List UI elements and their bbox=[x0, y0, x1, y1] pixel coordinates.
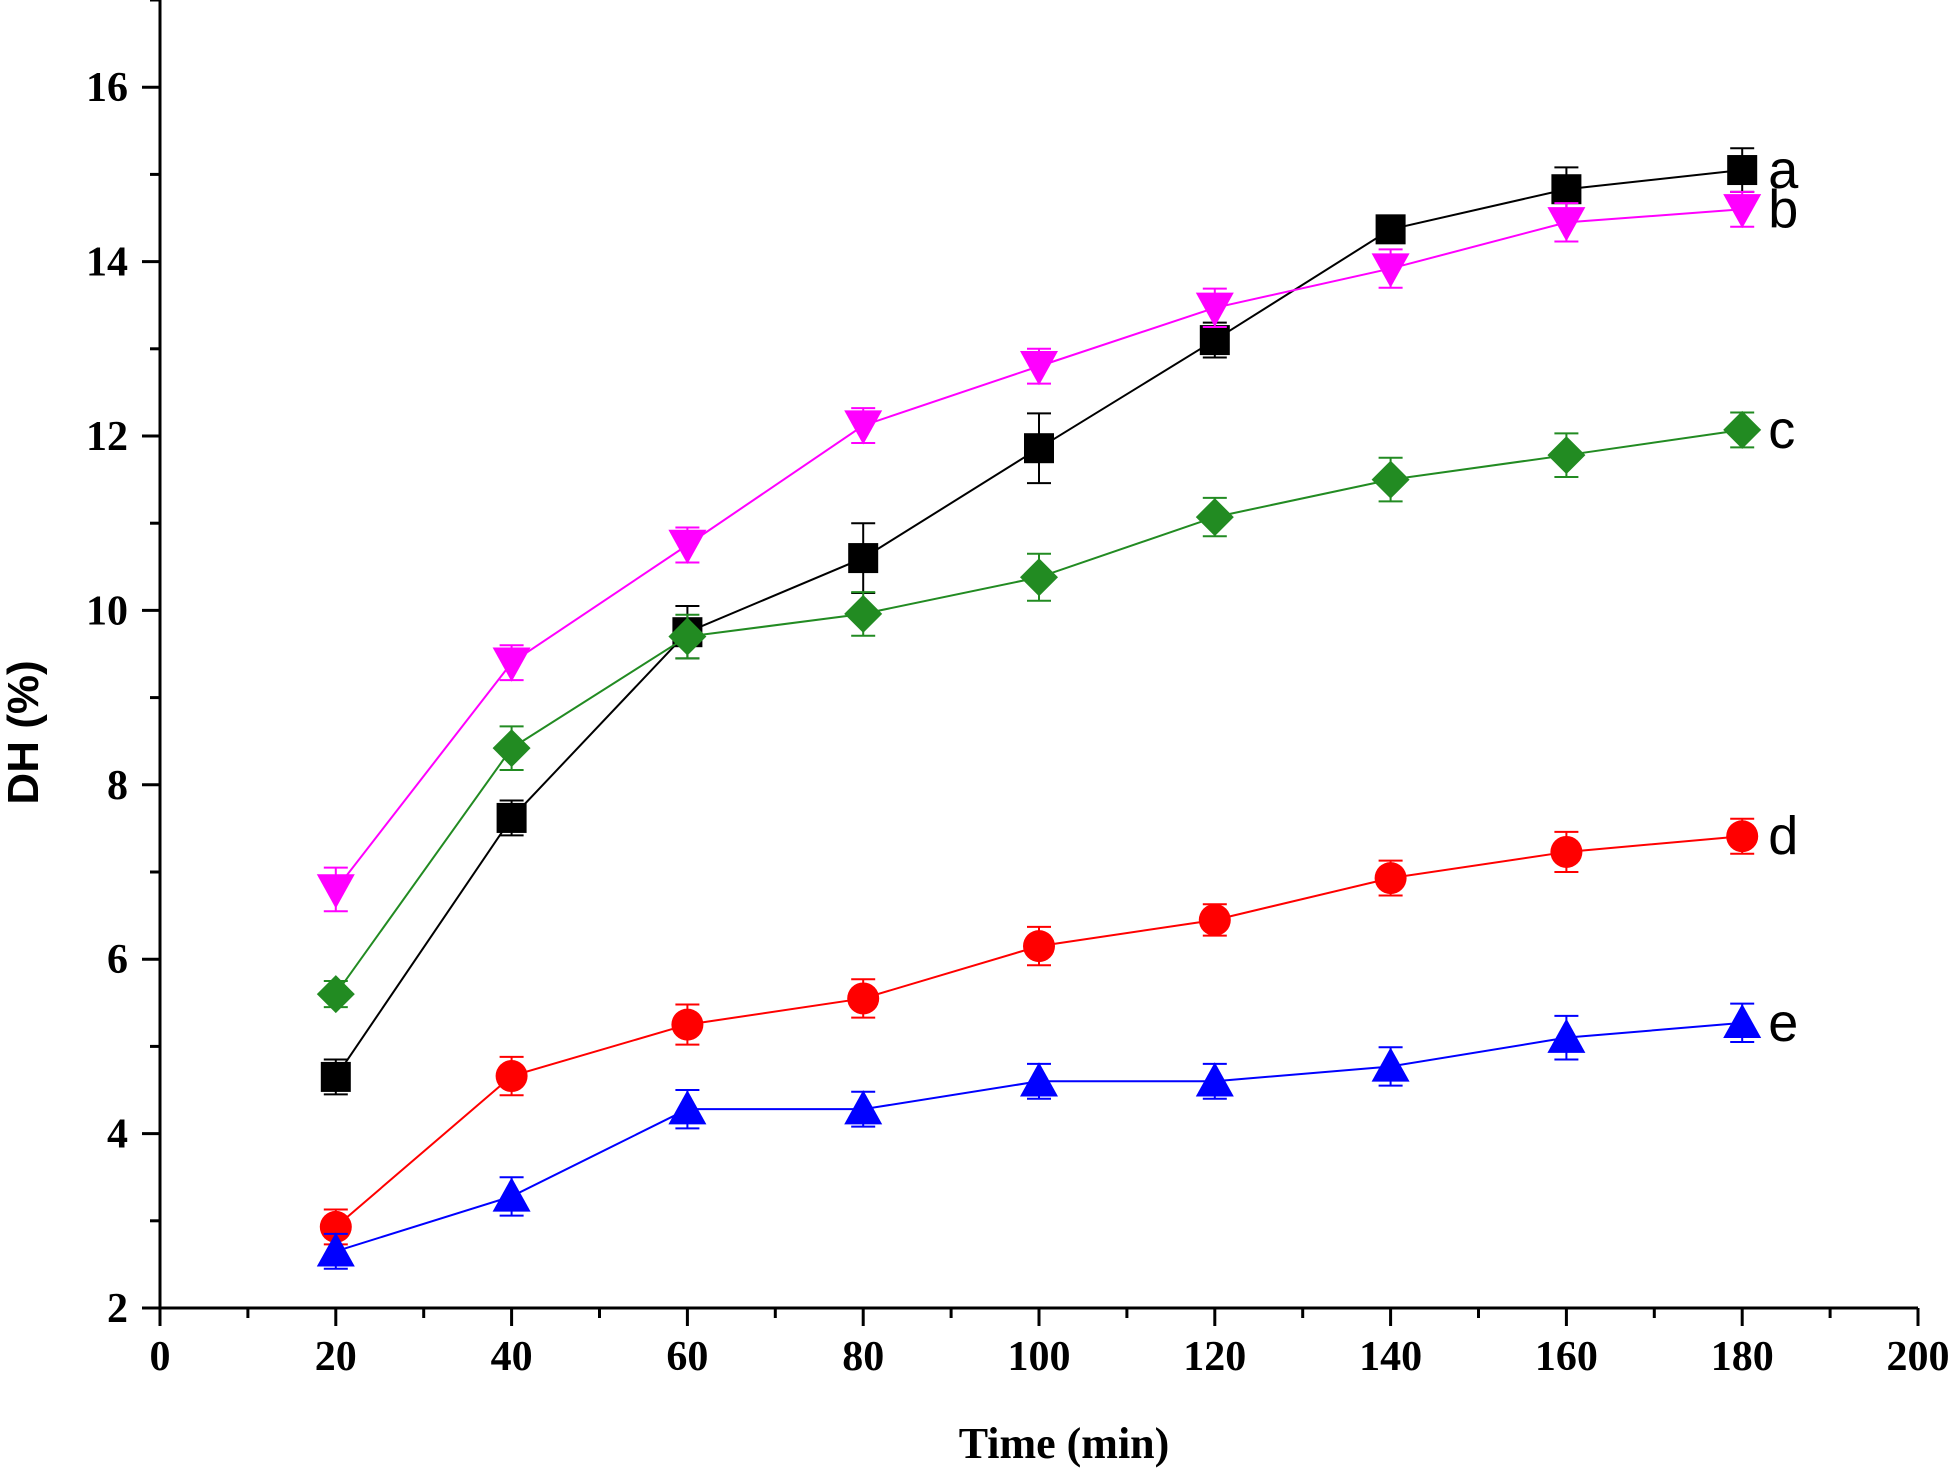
data-point bbox=[847, 982, 880, 1015]
y-tick-label: 2 bbox=[107, 1286, 128, 1332]
series-label-a: a bbox=[1768, 140, 1799, 200]
series-label-b: b bbox=[1768, 179, 1798, 239]
data-point bbox=[844, 1090, 883, 1125]
y-tick-label: 10 bbox=[86, 588, 128, 634]
data-point bbox=[1723, 1003, 1762, 1039]
x-tick-label: 120 bbox=[1183, 1334, 1246, 1380]
series-e bbox=[316, 1002, 1762, 1270]
x-tick-label: 100 bbox=[1008, 1334, 1071, 1380]
data-point bbox=[1023, 930, 1055, 963]
series-d bbox=[319, 817, 1759, 1246]
series-layer bbox=[316, 147, 1762, 1270]
data-point bbox=[1547, 207, 1586, 242]
data-point bbox=[492, 1177, 531, 1212]
labels-layer: ab c d e bbox=[1768, 140, 1799, 1053]
x-tick-label: 180 bbox=[1711, 1334, 1774, 1380]
data-point bbox=[1371, 1047, 1410, 1082]
data-point bbox=[1551, 174, 1582, 205]
data-point bbox=[1550, 835, 1583, 868]
data-point bbox=[1024, 433, 1054, 464]
series-label-d: d bbox=[1768, 806, 1798, 866]
data-point bbox=[848, 543, 879, 574]
data-point bbox=[1726, 820, 1759, 853]
x-tick-label: 0 bbox=[150, 1334, 171, 1380]
data-point bbox=[1547, 436, 1586, 475]
data-point bbox=[1374, 862, 1407, 895]
y-tick-label: 16 bbox=[86, 65, 128, 111]
data-point bbox=[1195, 498, 1234, 537]
data-point bbox=[668, 1090, 707, 1125]
series-line bbox=[335, 1021, 1743, 1253]
data-point bbox=[671, 1008, 704, 1041]
data-point bbox=[668, 617, 707, 656]
data-point bbox=[1547, 1018, 1586, 1053]
y-tick-label: 12 bbox=[86, 414, 128, 460]
x-tick-label: 20 bbox=[315, 1334, 357, 1380]
series-line bbox=[335, 835, 1743, 1228]
data-point bbox=[316, 975, 355, 1014]
y-tick-label: 4 bbox=[107, 1112, 128, 1158]
series-line bbox=[334, 428, 1743, 995]
data-point bbox=[1195, 292, 1234, 327]
data-point bbox=[316, 874, 355, 909]
data-point bbox=[496, 802, 527, 833]
x-tick-label: 40 bbox=[491, 1334, 533, 1380]
x-axis-title: Time (min) bbox=[959, 1419, 1170, 1468]
data-point bbox=[1727, 155, 1758, 186]
y-tick-label: 6 bbox=[107, 937, 128, 983]
data-point bbox=[495, 1060, 528, 1093]
data-point bbox=[1199, 325, 1230, 356]
data-point bbox=[668, 529, 707, 564]
series-label-c: c bbox=[1768, 400, 1795, 460]
series-label-e: e bbox=[1768, 993, 1798, 1053]
series-b bbox=[316, 190, 1762, 913]
data-point bbox=[319, 1210, 352, 1243]
y-tick-label: 14 bbox=[86, 240, 128, 286]
x-tick-label: 140 bbox=[1359, 1334, 1422, 1380]
data-point bbox=[316, 1232, 355, 1267]
series-line bbox=[335, 208, 1743, 891]
data-point bbox=[1371, 460, 1410, 499]
y-axis-title: DH (%) bbox=[0, 660, 48, 804]
data-point bbox=[1198, 903, 1231, 936]
data-point bbox=[1723, 410, 1762, 449]
data-point bbox=[1020, 1062, 1058, 1097]
x-tick-label: 160 bbox=[1535, 1334, 1598, 1380]
data-point bbox=[320, 1061, 351, 1092]
x-tick-label: 60 bbox=[666, 1334, 708, 1380]
data-point bbox=[1375, 214, 1406, 245]
y-tick-label: 8 bbox=[107, 763, 128, 809]
series-c bbox=[316, 410, 1762, 1014]
data-point bbox=[844, 594, 883, 633]
data-point bbox=[844, 410, 883, 445]
data-point bbox=[1723, 194, 1762, 229]
x-tick-label: 80 bbox=[842, 1334, 884, 1380]
data-point bbox=[1371, 253, 1410, 288]
data-point bbox=[1020, 351, 1058, 386]
x-tick-label: 200 bbox=[1887, 1334, 1950, 1380]
data-point bbox=[492, 729, 531, 768]
data-point bbox=[1195, 1062, 1234, 1097]
data-point bbox=[1020, 558, 1058, 597]
data-point bbox=[492, 647, 531, 682]
